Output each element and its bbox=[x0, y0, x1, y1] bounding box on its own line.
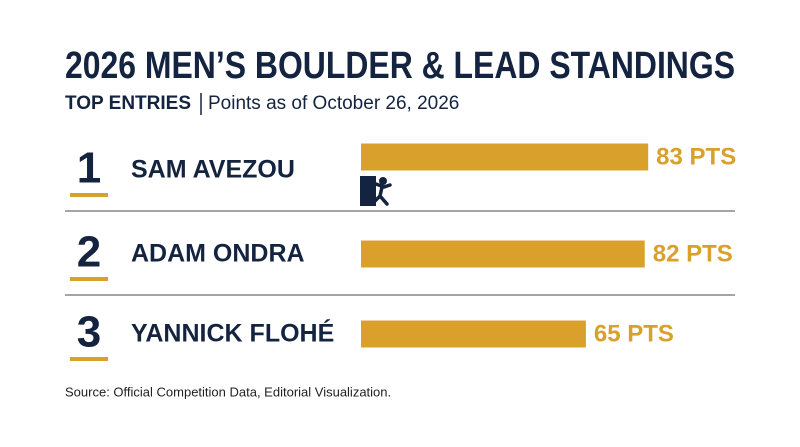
climber-icon bbox=[360, 176, 392, 206]
subtitle-label: TOP ENTRIES bbox=[65, 93, 191, 114]
bar bbox=[361, 143, 649, 171]
rank-underline bbox=[70, 277, 108, 281]
value-label: 83 PTS bbox=[656, 143, 736, 170]
rank-underline bbox=[70, 193, 108, 197]
rank-number: 1 bbox=[77, 144, 101, 193]
rank-number: 2 bbox=[77, 228, 101, 277]
athlete-name: ADAM ONDRA bbox=[131, 240, 305, 268]
bar bbox=[361, 240, 645, 268]
bar bbox=[361, 320, 586, 348]
value-label: 82 PTS bbox=[653, 240, 733, 267]
subtitle: Points as of October 26, 2026 bbox=[208, 93, 459, 114]
rank-underline bbox=[70, 357, 108, 361]
source-note: Source: Official Competition Data, Edito… bbox=[65, 384, 391, 399]
athlete-name: YANNICK FLOHÉ bbox=[131, 319, 334, 348]
value-label: 65 PTS bbox=[594, 320, 674, 347]
chart-title: 2026 MEN’S BOULDER & LEAD STANDINGS bbox=[65, 45, 735, 87]
rank-number: 3 bbox=[77, 308, 101, 357]
athlete-name: SAM AVEZOU bbox=[131, 156, 295, 184]
